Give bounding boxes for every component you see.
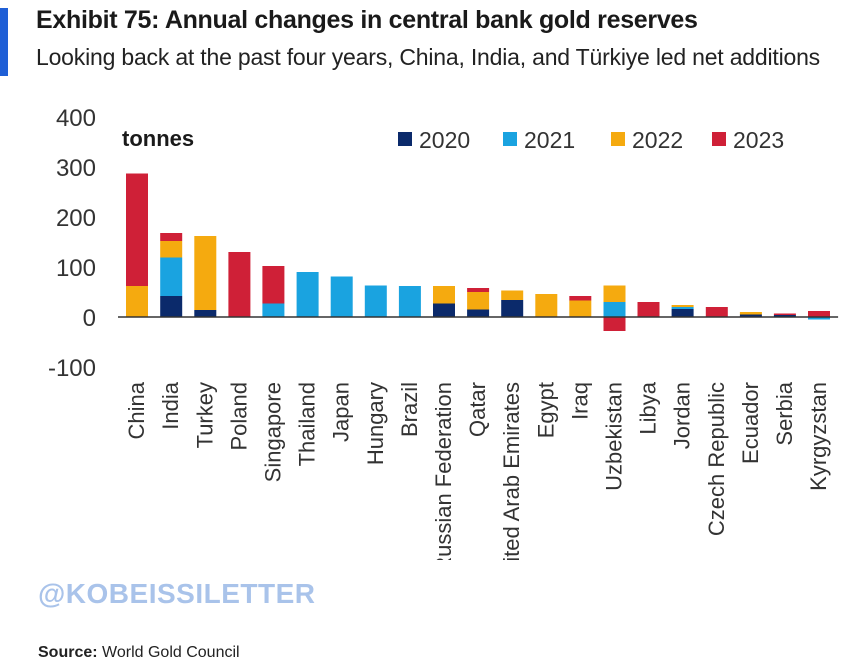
x-tick-label: Jordan [670, 382, 695, 449]
page-subtitle: Looking back at the past four years, Chi… [36, 44, 820, 70]
bar-segment [501, 300, 524, 317]
x-tick-label: Kyrgyzstan [806, 382, 831, 491]
bar-segment [467, 288, 490, 292]
bar-segment [398, 286, 421, 317]
bar-segment [433, 286, 455, 304]
bar-segment [773, 315, 796, 317]
source-note: Source: World Gold Council [38, 644, 240, 662]
x-tick-label: Brazil [397, 382, 422, 437]
x-tick-label: Poland [226, 382, 251, 451]
accent-bar [0, 8, 8, 76]
legend-swatch [503, 132, 517, 146]
x-tick-label: Iraq [567, 382, 592, 420]
bar-segment [773, 313, 796, 315]
x-tick-label: India [158, 381, 183, 429]
x-axis-labels: China India Turkey Poland Singapore Thailand J… [124, 381, 831, 560]
bar-segment [739, 312, 762, 315]
bar-segment [194, 236, 217, 310]
bar-segment [671, 305, 694, 307]
stacked-bar-chart: 400 300 200 100 0 -100 China India Turkey Poland… [48, 105, 839, 560]
bar-segment [705, 307, 728, 317]
bar-segment [739, 314, 762, 317]
bars [126, 173, 830, 331]
bar-segment [808, 311, 830, 317]
x-tick-label: China [124, 381, 149, 439]
bar-segment [364, 285, 387, 317]
bar-segment [330, 276, 353, 317]
source-label: Source: [38, 644, 98, 661]
y-tick-label: 0 [83, 305, 96, 332]
x-tick-label: Qatar [465, 382, 490, 437]
y-tick-label: -100 [48, 355, 96, 382]
legend-label: 2022 [632, 127, 683, 153]
bar-segment [262, 266, 285, 304]
bar-segment [569, 300, 592, 317]
bar-segment [262, 303, 285, 317]
y-tick-label: 300 [56, 155, 96, 182]
x-tick-label: Libya [636, 381, 661, 434]
unit-label: tonnes [122, 126, 194, 151]
x-tick-label: Egypt [533, 382, 558, 438]
bar-segment [228, 252, 251, 317]
x-tick-label: Czech Republic [704, 382, 729, 536]
bar-segment [433, 303, 455, 317]
page-title: Exhibit 75: Annual changes in central ba… [36, 6, 698, 34]
bar-segment [501, 290, 524, 300]
legend-swatch [712, 132, 726, 146]
bar-segment [671, 307, 694, 309]
x-tick-label: Russian Federation [431, 382, 456, 560]
x-tick-label: Singapore [260, 382, 285, 482]
legend: 2020 2021 2022 2023 [398, 127, 784, 153]
x-tick-label: United Arab Emirates [499, 382, 524, 560]
legend-label: 2020 [419, 127, 470, 153]
y-tick-label: 100 [56, 255, 96, 282]
bar-segment [296, 272, 319, 317]
x-tick-label: Thailand [295, 382, 320, 466]
bar-segment [160, 233, 183, 241]
source-text: World Gold Council [102, 644, 240, 661]
bar-segment [467, 292, 490, 310]
y-axis-ticks: 400 300 200 100 0 -100 [48, 105, 96, 382]
x-tick-label: Japan [329, 382, 354, 442]
bar-segment [808, 317, 830, 320]
bar-segment [467, 309, 490, 317]
bar-segment [160, 241, 183, 258]
bar-segment [603, 302, 626, 317]
legend-swatch [611, 132, 625, 146]
x-tick-label: Turkey [192, 382, 217, 448]
bar-segment [126, 286, 148, 317]
x-tick-label: Uzbekistan [601, 382, 626, 491]
bar-segment [535, 294, 558, 317]
x-tick-label: Serbia [772, 381, 797, 445]
watermark: @KOBEISSILETTER [38, 578, 316, 609]
x-tick-label: Hungary [363, 382, 388, 465]
y-tick-label: 200 [56, 205, 96, 232]
legend-label: 2021 [524, 127, 575, 153]
legend-label: 2023 [733, 127, 784, 153]
bar-segment [603, 285, 626, 302]
x-tick-label: Ecuador [738, 382, 763, 464]
bar-segment [160, 257, 183, 296]
bar-segment [637, 302, 660, 317]
bar-segment [160, 296, 183, 317]
bar-segment [671, 309, 694, 317]
bar-segment [126, 173, 148, 286]
legend-swatch [398, 132, 412, 146]
bar-segment [603, 317, 626, 331]
bar-segment [569, 296, 592, 301]
bar-segment [194, 310, 217, 317]
y-tick-label: 400 [56, 105, 96, 132]
